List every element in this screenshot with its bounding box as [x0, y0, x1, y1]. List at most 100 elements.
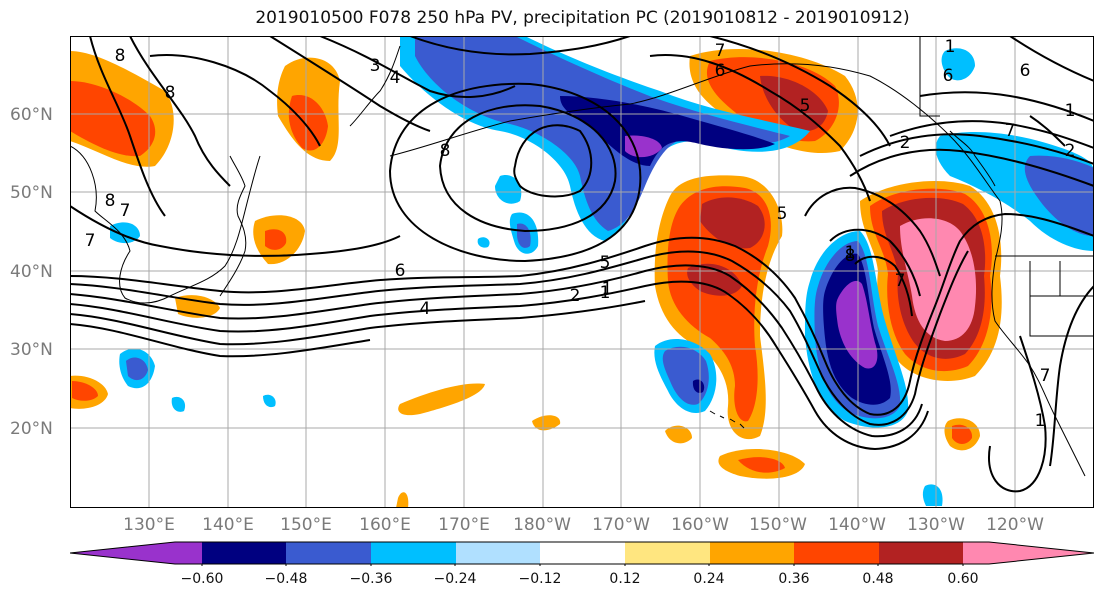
- shade-positive-region: [687, 263, 742, 296]
- colorbar-segment: [286, 542, 371, 564]
- colorbar-tick-label: −0.36: [349, 571, 393, 587]
- lon-label: 150°W: [749, 515, 807, 535]
- pv-contour: [269, 36, 431, 132]
- pv-contour-label: 7: [1005, 121, 1016, 141]
- pv-contour-label: 2: [1065, 141, 1076, 161]
- shade-negative-region: [517, 223, 531, 248]
- colorbar-segment: [202, 542, 286, 564]
- pv-contour: [409, 36, 631, 56]
- shade-negative-region: [941, 48, 975, 81]
- shade-positive-region: [398, 383, 485, 416]
- pv-contour-label: 1: [1035, 411, 1046, 431]
- pv-precip-map: 888765432118465218716767127157: [70, 36, 1094, 508]
- lat-label: 30°N: [10, 340, 53, 360]
- shade-positive-region: [738, 457, 785, 473]
- coast-aleutians: [389, 103, 631, 157]
- shade-positive-region: [952, 424, 973, 444]
- pv-contour: [129, 36, 231, 187]
- shade-positive-region: [665, 425, 692, 444]
- colorbar-segment: [456, 542, 540, 564]
- pv-contour: [70, 264, 923, 438]
- lat-label: 60°N: [10, 105, 53, 125]
- pv-contour-label: 8: [115, 46, 126, 66]
- lon-label: 130°W: [907, 515, 965, 535]
- coast-canada-islands: [949, 130, 996, 187]
- pv-contour: [859, 133, 1094, 165]
- map-frame: [70, 36, 1094, 508]
- pv-contour: [649, 54, 871, 202]
- pv-contour: [70, 250, 969, 426]
- graticule: [70, 36, 1094, 508]
- shade-positive-region: [70, 81, 156, 157]
- pv-contour-labels: 888765432118465218716767127157: [85, 37, 1076, 431]
- pv-contour: [1009, 36, 1094, 82]
- coast-north-america: [991, 200, 1086, 477]
- pv-contour-label: 7: [895, 271, 906, 291]
- pv-contour: [149, 54, 321, 147]
- coast-japan: [219, 155, 247, 297]
- pv-contour: [804, 186, 941, 277]
- colorbar-outline: [70, 541, 1094, 565]
- map-panel: 888765432118465218716767127157: [70, 36, 1094, 508]
- lon-label: 140°W: [828, 515, 886, 535]
- colorbar-tick-label: 0.12: [609, 571, 641, 587]
- pv-contour: [889, 120, 1094, 149]
- map-title: 2019010500 F078 250 hPa PV, precipitatio…: [255, 8, 910, 28]
- pv-contour-label: 6: [1020, 61, 1031, 81]
- colorbar-segment: [371, 542, 456, 564]
- colorbar-segment: [625, 542, 710, 564]
- pv-contours: [70, 36, 1094, 493]
- pv-contour: [70, 300, 646, 346]
- pv-contour-label: 5: [777, 204, 788, 224]
- pv-contour-label: 6: [395, 261, 406, 281]
- coast-kamchatka: [349, 45, 401, 127]
- coast-hawaii: [709, 410, 745, 429]
- shade-negative-region: [126, 357, 148, 381]
- pv-contour-label: 8: [165, 83, 176, 103]
- colorbar-segment: [540, 542, 625, 564]
- colorbar-segment: [710, 542, 794, 564]
- lon-label: 170°E: [438, 515, 490, 535]
- shade-positive-region: [288, 95, 328, 151]
- pv-contour-label: 1: [945, 37, 956, 57]
- colorbar-segment: [794, 542, 879, 564]
- pv-contour-label: 1: [1065, 101, 1076, 121]
- pv-contour-label: 8: [105, 191, 116, 211]
- shade-negative-region: [171, 396, 186, 412]
- shade-positive-region: [396, 492, 409, 508]
- pv-contour-label: 1: [602, 279, 613, 299]
- shade-negative-region: [477, 237, 490, 248]
- pv-contour-label: 7: [715, 41, 726, 61]
- colorbar: [70, 541, 1094, 566]
- coast-alaska: [629, 63, 1001, 202]
- pv-contour-label: 7: [120, 201, 131, 221]
- pv-contour: [988, 335, 1047, 493]
- pv-contour: [70, 205, 401, 257]
- shade-negative-region: [625, 135, 662, 158]
- lat-label: 40°N: [10, 262, 53, 282]
- shade-negative-region: [922, 484, 943, 506]
- pv-contour: [70, 280, 929, 451]
- pv-contour: [513, 124, 593, 198]
- colorbar-tick-label: −0.48: [264, 571, 308, 587]
- pv-contour: [89, 36, 166, 217]
- lon-label: 160°W: [671, 515, 729, 535]
- pv-contour-label: 2: [900, 133, 911, 153]
- colorbar-tick-label: −0.24: [433, 571, 477, 587]
- shade-negative-region: [263, 394, 276, 408]
- pv-contour-label: 8: [845, 246, 856, 266]
- shade-positive-region: [265, 229, 287, 250]
- lon-label: 120°W: [986, 515, 1044, 535]
- pv-contour: [319, 36, 516, 99]
- lat-label: 20°N: [10, 419, 53, 439]
- pv-contour-label: 1: [845, 243, 856, 263]
- shade-negative-region: [692, 379, 705, 393]
- shade-positive-region: [532, 415, 561, 431]
- lat-label: 50°N: [10, 183, 53, 203]
- lon-label: 140°E: [202, 515, 254, 535]
- pv-contour: [70, 212, 1094, 416]
- pv-contour: [1029, 115, 1066, 147]
- pv-contour-label: 1: [600, 283, 611, 303]
- pv-contour-label: 3: [370, 56, 381, 76]
- pv-contour: [849, 148, 1094, 187]
